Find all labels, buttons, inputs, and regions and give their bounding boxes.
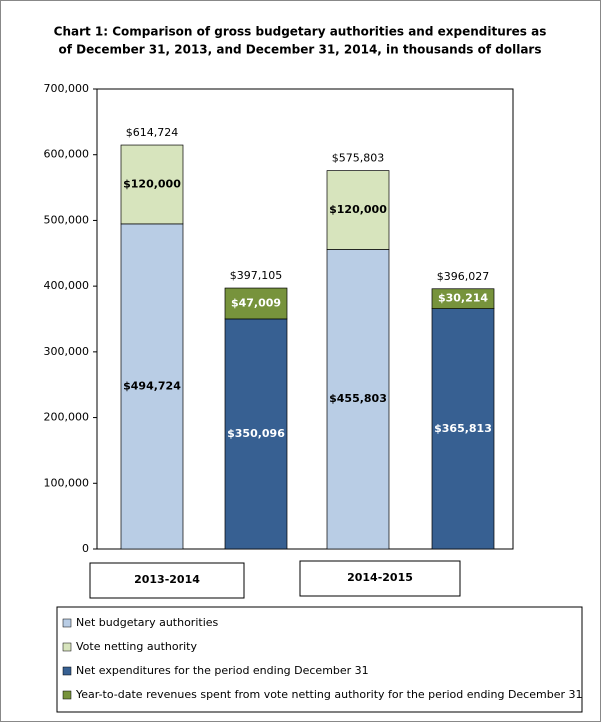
bar-segment — [224, 318, 288, 550]
value-label: $455,803 — [329, 392, 387, 405]
value-label: $350,096 — [227, 427, 285, 440]
bar-segment — [431, 308, 495, 550]
y-tick-label: 300,000 — [44, 345, 90, 358]
bar-segment — [326, 249, 390, 550]
bar-segment — [120, 144, 184, 225]
value-label: $120,000 — [123, 177, 181, 190]
legend-swatch — [62, 642, 72, 652]
y-tick-label: 200,000 — [44, 411, 90, 424]
legend-swatch — [62, 666, 72, 676]
group-label: 2013-2014 — [134, 573, 200, 586]
y-tick-label: 700,000 — [44, 82, 90, 95]
bar-segment — [326, 170, 390, 250]
total-label: $397,105 — [230, 269, 283, 282]
legend-swatch — [62, 618, 72, 628]
legend-label: Net budgetary authorities — [76, 616, 219, 629]
total-label: $396,027 — [437, 270, 490, 283]
legend-swatch — [62, 690, 72, 700]
legend — [56, 606, 583, 713]
group-box — [89, 562, 245, 599]
value-label: $365,813 — [434, 422, 492, 435]
y-tick-label: 100,000 — [44, 476, 90, 489]
plot-area — [96, 88, 514, 550]
value-label: $30,214 — [438, 292, 488, 305]
chart-title: Chart 1: Comparison of gross budgetary a… — [54, 25, 547, 39]
y-tick-label: 0 — [82, 542, 89, 555]
bar-segment — [224, 287, 288, 320]
value-label: $120,000 — [329, 203, 387, 216]
total-label: $614,724 — [126, 126, 179, 139]
bar-segment — [431, 288, 495, 309]
group-label: 2014-2015 — [347, 571, 413, 584]
legend-label: Year-to-date revenues spent from vote ne… — [75, 688, 582, 701]
group-box — [299, 560, 461, 597]
total-label: $575,803 — [332, 152, 385, 165]
y-tick-label: 600,000 — [44, 148, 90, 161]
value-label: $47,009 — [231, 296, 281, 309]
chart-title: of December 31, 2013, and December 31, 2… — [58, 43, 541, 57]
y-tick-label: 500,000 — [44, 213, 90, 226]
y-tick-label: 400,000 — [44, 279, 90, 292]
legend-label: Net expenditures for the period ending D… — [76, 664, 369, 677]
value-label: $494,724 — [123, 379, 181, 392]
legend-label: Vote netting authority — [76, 640, 197, 653]
